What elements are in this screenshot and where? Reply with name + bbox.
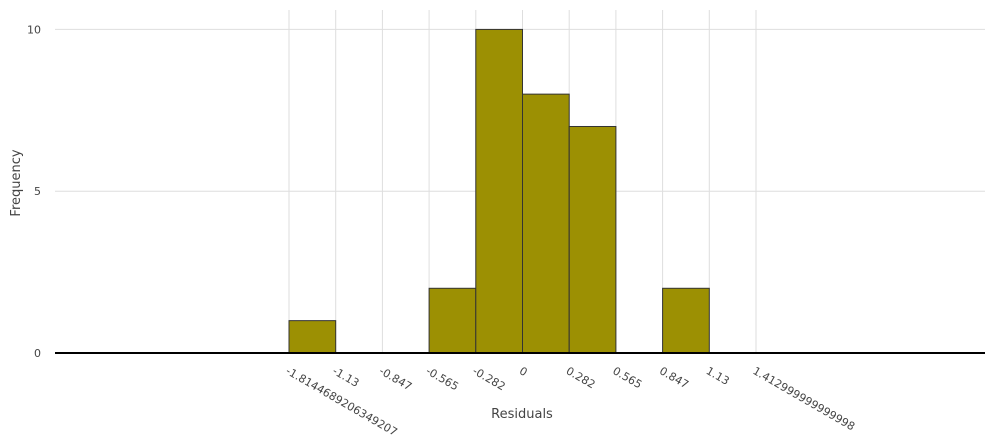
y-axis-label: Frequency	[9, 149, 24, 216]
x-tick-label: -1.13	[330, 364, 361, 389]
x-tick-label: 0	[517, 364, 530, 379]
x-tick-label: 1.13	[704, 364, 732, 388]
bar	[662, 287, 710, 354]
x-tick-label: 0.847	[657, 364, 691, 391]
bar	[428, 287, 477, 354]
x-tick-label: -0.565	[424, 364, 461, 393]
x-tick-label: -0.282	[470, 364, 507, 393]
x-axis-label: Residuals	[491, 407, 553, 422]
y-tick-label: 5	[34, 185, 41, 198]
x-tick-label: 0.282	[564, 364, 598, 391]
y-tick-label: 0	[34, 347, 41, 360]
bar	[288, 320, 337, 354]
y-tick-label: 10	[27, 23, 41, 36]
x-tick-label: 1.412999999999998	[751, 364, 858, 433]
x-tick-label: -0.847	[377, 364, 414, 393]
bar	[522, 93, 570, 354]
x-tick-label: 0.565	[610, 364, 644, 391]
bar	[568, 125, 617, 354]
bar	[475, 28, 523, 354]
